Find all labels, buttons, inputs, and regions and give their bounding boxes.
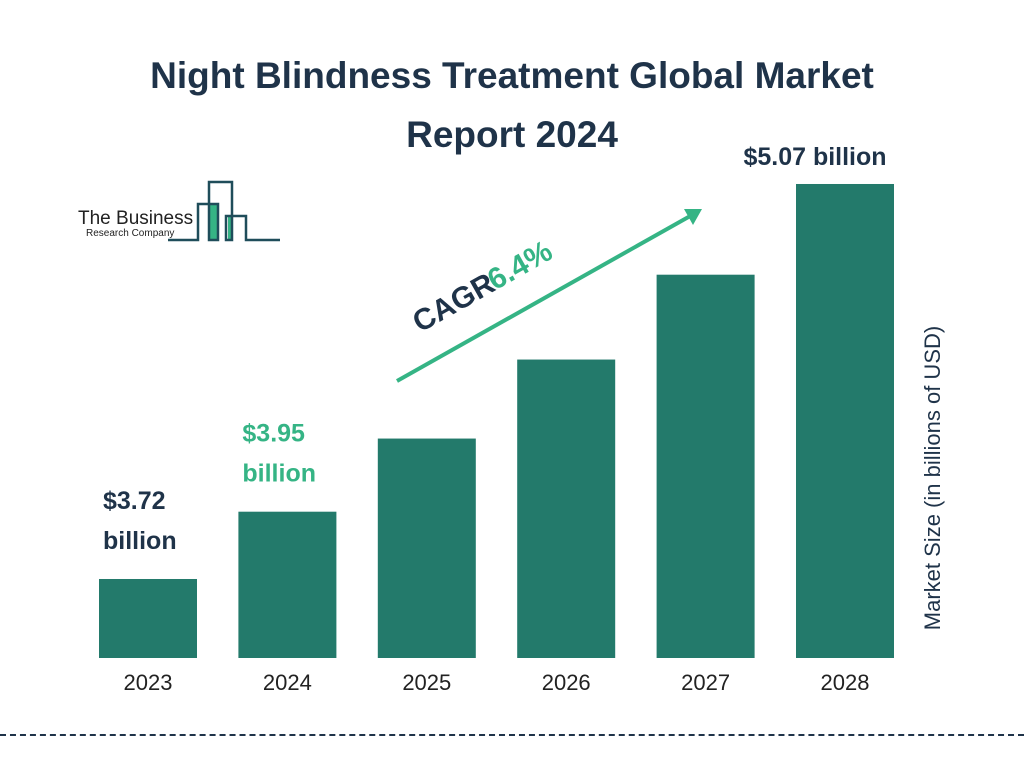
logo-line1: The Business [78, 208, 193, 229]
x-tick-label: 2023 [124, 670, 173, 695]
bar-2026 [517, 359, 616, 658]
x-tick-label: 2024 [263, 670, 312, 695]
logo-line2: Research Company [86, 228, 174, 239]
bars-group: 2023 2024 2025 2026 2027 2028 [99, 183, 894, 695]
bar-2027 [656, 274, 755, 658]
data-label: billion [242, 460, 316, 488]
logo-outline [168, 180, 280, 242]
company-logo: The Business Research Company [78, 180, 280, 242]
data-labels-group: $3.72 billion $3.95 billion $5.07 billion [103, 143, 887, 555]
bar-2025 [377, 438, 476, 658]
chart-title-line2: Report 2024 [406, 114, 618, 155]
logo-bar-green-1 [209, 204, 218, 240]
bar-2024 [238, 511, 337, 658]
x-tick-label: 2026 [542, 670, 591, 695]
x-tick-label: 2025 [402, 670, 451, 695]
chart-title-line1: Night Blindness Treatment Global Market [150, 55, 874, 96]
bar-2023 [99, 578, 197, 658]
cagr-value: 6.4% [482, 235, 558, 297]
bar-2028 [796, 183, 894, 658]
x-tick-label: 2027 [681, 670, 730, 695]
data-label: billion [103, 527, 177, 555]
data-label: $3.72 [103, 487, 166, 515]
data-label: $3.95 [242, 420, 305, 448]
logo-bar-green-2 [228, 216, 233, 240]
data-label: $5.07 billion [743, 143, 886, 171]
y-axis-label: Market Size (in billions of USD) [920, 326, 945, 630]
cagr-text: CAGR 6.4% [407, 235, 558, 340]
cagr-arrow [396, 209, 702, 383]
x-tick-label: 2028 [821, 670, 870, 695]
divider-dashed [0, 734, 1024, 736]
cagr-arrow-head [684, 209, 702, 225]
cagr-arrow-line [396, 213, 693, 383]
